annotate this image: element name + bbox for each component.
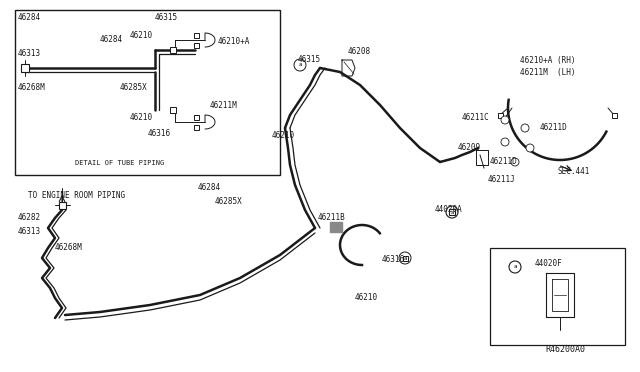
Text: 46210: 46210: [355, 294, 378, 302]
Text: 46210+A (RH): 46210+A (RH): [520, 55, 575, 64]
Bar: [21, 64, 29, 72]
Bar: [193, 125, 198, 129]
Text: 46268M: 46268M: [55, 244, 83, 253]
Bar: [611, 112, 616, 118]
Text: a: a: [403, 256, 407, 260]
Text: 46285X: 46285X: [215, 198, 243, 206]
Text: R46200A0: R46200A0: [545, 346, 585, 355]
Bar: [490, 248, 625, 345]
Circle shape: [446, 206, 458, 218]
Bar: [193, 42, 198, 48]
Text: 44020F: 44020F: [535, 259, 563, 267]
Text: 46285X: 46285X: [120, 83, 148, 93]
Polygon shape: [330, 222, 342, 232]
Text: 46315: 46315: [298, 55, 321, 64]
Text: DETAIL OF TUBE PIPING: DETAIL OF TUBE PIPING: [75, 160, 164, 166]
Bar: [15, 10, 280, 175]
Text: 46210+A: 46210+A: [218, 38, 250, 46]
Text: a: a: [513, 264, 516, 269]
Text: 46209: 46209: [458, 144, 481, 153]
Text: 46282: 46282: [18, 214, 41, 222]
Text: 46313: 46313: [18, 228, 41, 237]
Text: 46284: 46284: [100, 35, 123, 45]
Text: 46284: 46284: [198, 183, 221, 192]
Text: SEC.441: SEC.441: [558, 167, 590, 176]
Text: 46284: 46284: [18, 13, 41, 22]
Text: 46211D: 46211D: [490, 157, 518, 167]
Bar: [403, 256, 408, 260]
Text: 46211M: 46211M: [210, 100, 237, 109]
Bar: [193, 32, 198, 38]
Text: TO ENGINE ROOM PIPING: TO ENGINE ROOM PIPING: [28, 190, 125, 199]
Circle shape: [501, 116, 509, 124]
Text: 46211M  (LH): 46211M (LH): [520, 68, 575, 77]
Circle shape: [501, 138, 509, 146]
Text: a: a: [451, 209, 454, 215]
Text: 46210: 46210: [130, 31, 153, 39]
Bar: [170, 47, 176, 53]
Text: 44020A: 44020A: [435, 205, 463, 215]
Bar: [58, 202, 65, 208]
Text: 46313: 46313: [18, 49, 41, 58]
Text: 46315: 46315: [155, 13, 178, 22]
Text: 46210: 46210: [272, 131, 295, 140]
Text: 46211B: 46211B: [318, 214, 346, 222]
Circle shape: [294, 59, 306, 71]
Circle shape: [526, 144, 534, 152]
Text: 46211J: 46211J: [488, 176, 516, 185]
Text: 46268M: 46268M: [18, 83, 45, 93]
Bar: [193, 115, 198, 119]
Circle shape: [521, 124, 529, 132]
Bar: [170, 107, 176, 113]
Text: 46316: 46316: [148, 128, 171, 138]
Text: 46208: 46208: [348, 48, 371, 57]
Circle shape: [509, 261, 521, 273]
Circle shape: [511, 158, 519, 166]
Text: 46211D: 46211D: [540, 124, 568, 132]
Bar: [449, 209, 455, 215]
Circle shape: [399, 252, 411, 264]
Text: 46210: 46210: [130, 113, 153, 122]
Text: 46316: 46316: [382, 256, 405, 264]
Bar: [497, 112, 502, 118]
Text: a: a: [298, 62, 301, 67]
Text: 46211C: 46211C: [462, 113, 490, 122]
